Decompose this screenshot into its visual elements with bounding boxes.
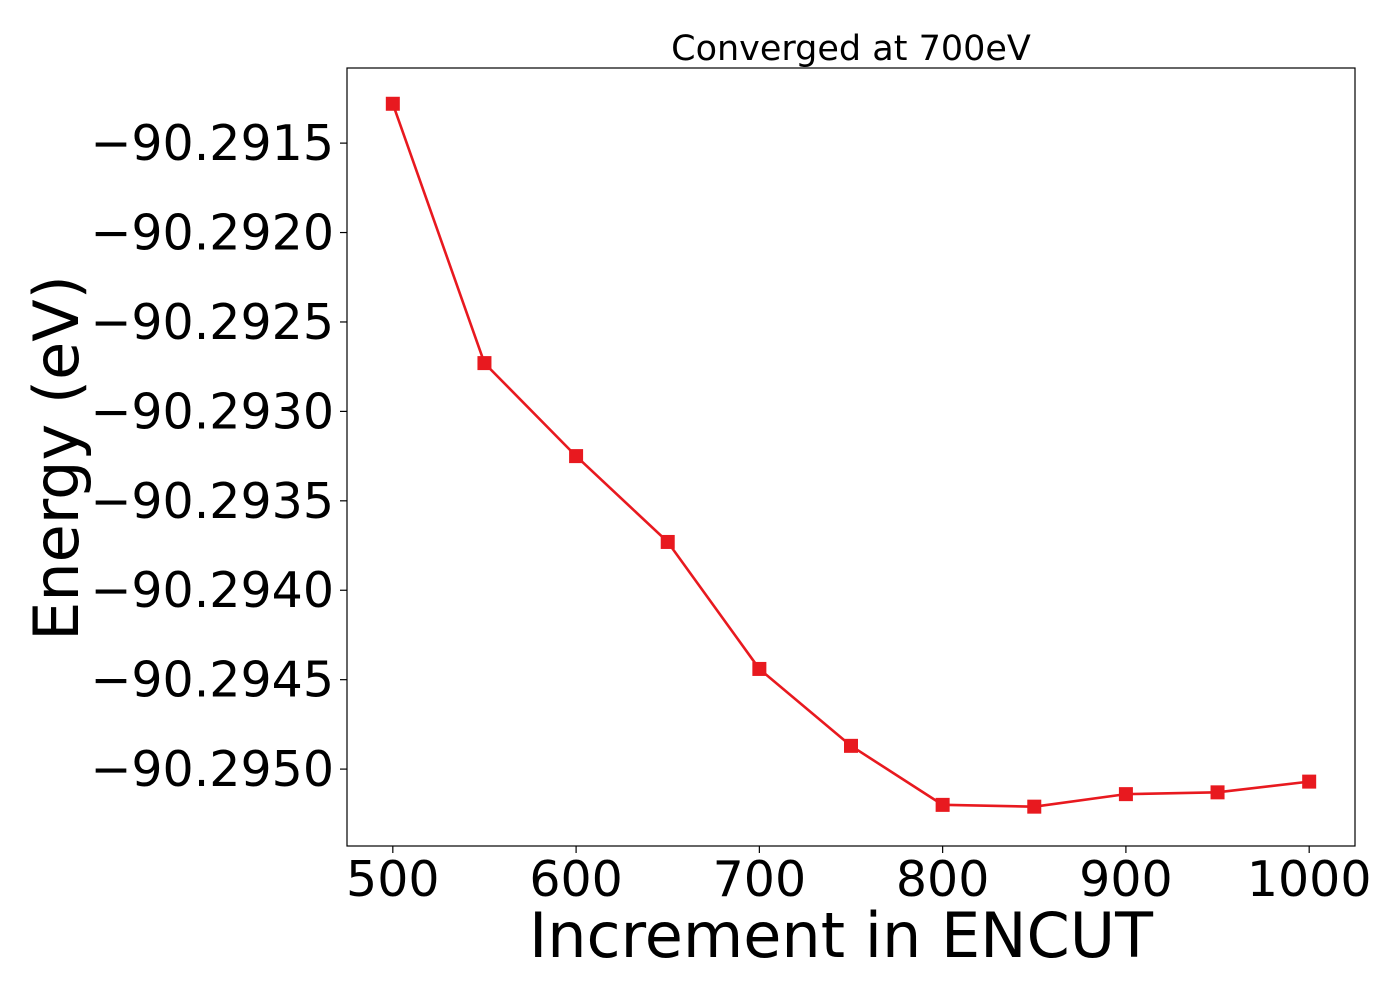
- data-point: [660, 534, 675, 549]
- y-tick-label: −90.2930: [90, 383, 334, 440]
- y-axis-ticks: −90.2915 −90.2920 −90.2925 −90.2930 −90.2935…: [90, 115, 347, 798]
- y-tick-label: −90.2925: [90, 294, 334, 351]
- y-tick-label: −90.2940: [90, 562, 334, 619]
- x-tick-label: 700: [713, 851, 807, 908]
- data-point: [844, 738, 858, 753]
- data-point: [752, 661, 767, 676]
- y-tick-label: −90.2945: [90, 652, 334, 709]
- y-tick-label: −90.2920: [90, 205, 334, 262]
- x-axis-ticks: 500 600 700 800 900 1000: [346, 846, 1372, 908]
- x-tick-label: 600: [529, 851, 623, 908]
- y-tick-label: −90.2915: [90, 115, 334, 172]
- y-axis-label: Energy (eV): [20, 275, 93, 641]
- data-point: [935, 797, 950, 812]
- data-point: [569, 449, 584, 464]
- y-tick-label: −90.2935: [90, 473, 334, 530]
- data-point: [1302, 774, 1317, 789]
- series-layer: [385, 96, 1317, 814]
- x-tick-label: 500: [346, 851, 440, 908]
- data-point: [385, 96, 400, 111]
- y-tick-label: −90.2950: [90, 741, 334, 798]
- x-axis-label: Increment in ENCUT: [529, 899, 1154, 972]
- data-point: [477, 356, 492, 371]
- data-point: [1210, 785, 1225, 800]
- plot-frame: [346, 67, 1356, 847]
- x-tick-label: 1000: [1247, 851, 1372, 908]
- data-point: [1118, 787, 1133, 802]
- x-tick-label: 900: [1079, 851, 1173, 908]
- x-tick-label: 800: [896, 851, 990, 908]
- data-point: [1027, 799, 1042, 814]
- chart-title: Converged at 700eV: [671, 29, 1031, 69]
